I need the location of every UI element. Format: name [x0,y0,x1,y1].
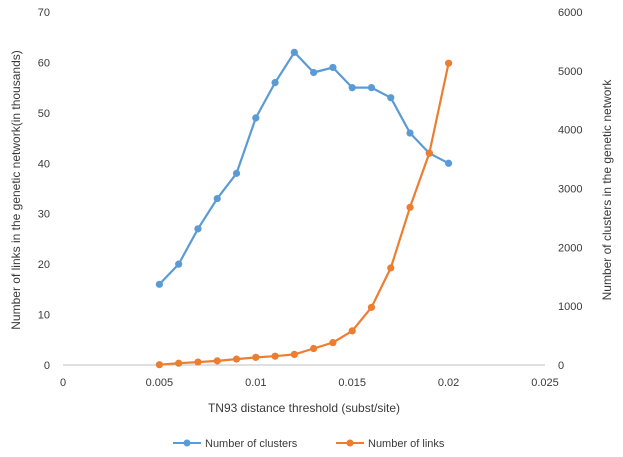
data-point-number-of-links [406,203,414,211]
series-line-number-of-clusters [158,51,450,286]
y-left-tick-labels: 0 10 20 30 40 50 60 70 [38,7,50,372]
data-point-number-of-links [194,358,202,366]
data-point-number-of-clusters [310,68,318,77]
data-point-number-of-clusters [348,84,356,92]
y-left-tick-label: 50 [38,108,50,120]
data-point-number-of-clusters [252,114,260,122]
y-left-tick-label: 10 [38,310,50,322]
legend-label-links: Number of links [368,438,445,450]
y-left-tick-label: 20 [38,259,50,271]
data-point-number-of-clusters [387,94,395,102]
data-point-number-of-clusters [367,84,376,92]
data-point-number-of-clusters [175,260,183,268]
y-left-axis-title: Number of links in the genetic network(i… [9,50,23,329]
y-right-axis-title: Number of clusters in the genetic networ… [600,79,614,301]
x-tick-label: 0.025 [531,377,559,389]
data-point-number-of-clusters [194,225,202,233]
legend-marker-clusters [183,439,191,447]
series-line-number-of-links [159,62,450,366]
y-right-tick-labels: 0 1000 2000 3000 4000 5000 6000 [558,7,582,372]
data-point-number-of-links [232,355,241,363]
data-point-number-of-clusters [406,129,414,137]
legend-item-clusters: Number of clusters [173,438,298,450]
x-tick-label: 0.01 [245,377,266,389]
data-point-number-of-clusters [290,48,298,56]
data-point-number-of-links [387,264,395,272]
x-tick-label: 0.02 [438,377,459,389]
data-point-number-of-links [445,59,453,67]
data-point-number-of-links [213,357,221,365]
data-point-number-of-clusters [155,280,163,288]
y-left-tick-label: 30 [38,209,50,221]
y-right-tick-label: 2000 [558,242,582,254]
y-right-tick-label: 0 [558,360,564,372]
data-point-number-of-clusters [232,169,241,177]
data-point-number-of-links [155,361,163,369]
data-point-number-of-clusters [271,79,279,87]
legend-marker-links [346,439,354,447]
data-point-number-of-links [310,344,318,353]
legend-item-links: Number of links [336,438,445,450]
data-point-number-of-links [290,350,298,359]
y-left-tick-label: 40 [38,158,50,170]
x-tick-label: 0.015 [338,377,366,389]
y-right-tick-label: 1000 [558,301,582,313]
data-point-number-of-links [252,353,260,361]
legend: Number of clusters Number of links [173,438,445,450]
data-point-number-of-links [271,352,279,360]
y-left-tick-label: 70 [38,7,50,19]
data-point-number-of-clusters [329,63,337,72]
y-right-tick-label: 3000 [558,184,582,196]
data-point-number-of-links [329,339,337,347]
data-point-number-of-links [367,303,376,311]
series-points [155,48,453,369]
legend-label-clusters: Number of clusters [205,438,298,450]
y-right-tick-label: 6000 [558,7,582,19]
x-tick-labels: 0 0.005 0.01 0.015 0.02 0.025 [60,377,559,389]
y-left-tick-label: 0 [44,360,50,372]
y-left-tick-label: 60 [38,57,50,69]
series-lines [158,51,450,366]
y-right-tick-label: 5000 [558,66,582,78]
data-point-number-of-links [425,149,433,157]
data-point-number-of-clusters [445,159,453,167]
data-point-number-of-links [175,359,183,367]
data-point-number-of-links [348,327,356,335]
x-tick-label: 0.005 [146,377,174,389]
x-axis-title: TN93 distance threshold (subst/site) [208,401,400,415]
y-right-tick-label: 4000 [558,125,582,137]
x-tick-label: 0 [60,377,66,389]
data-point-number-of-clusters [213,194,221,203]
